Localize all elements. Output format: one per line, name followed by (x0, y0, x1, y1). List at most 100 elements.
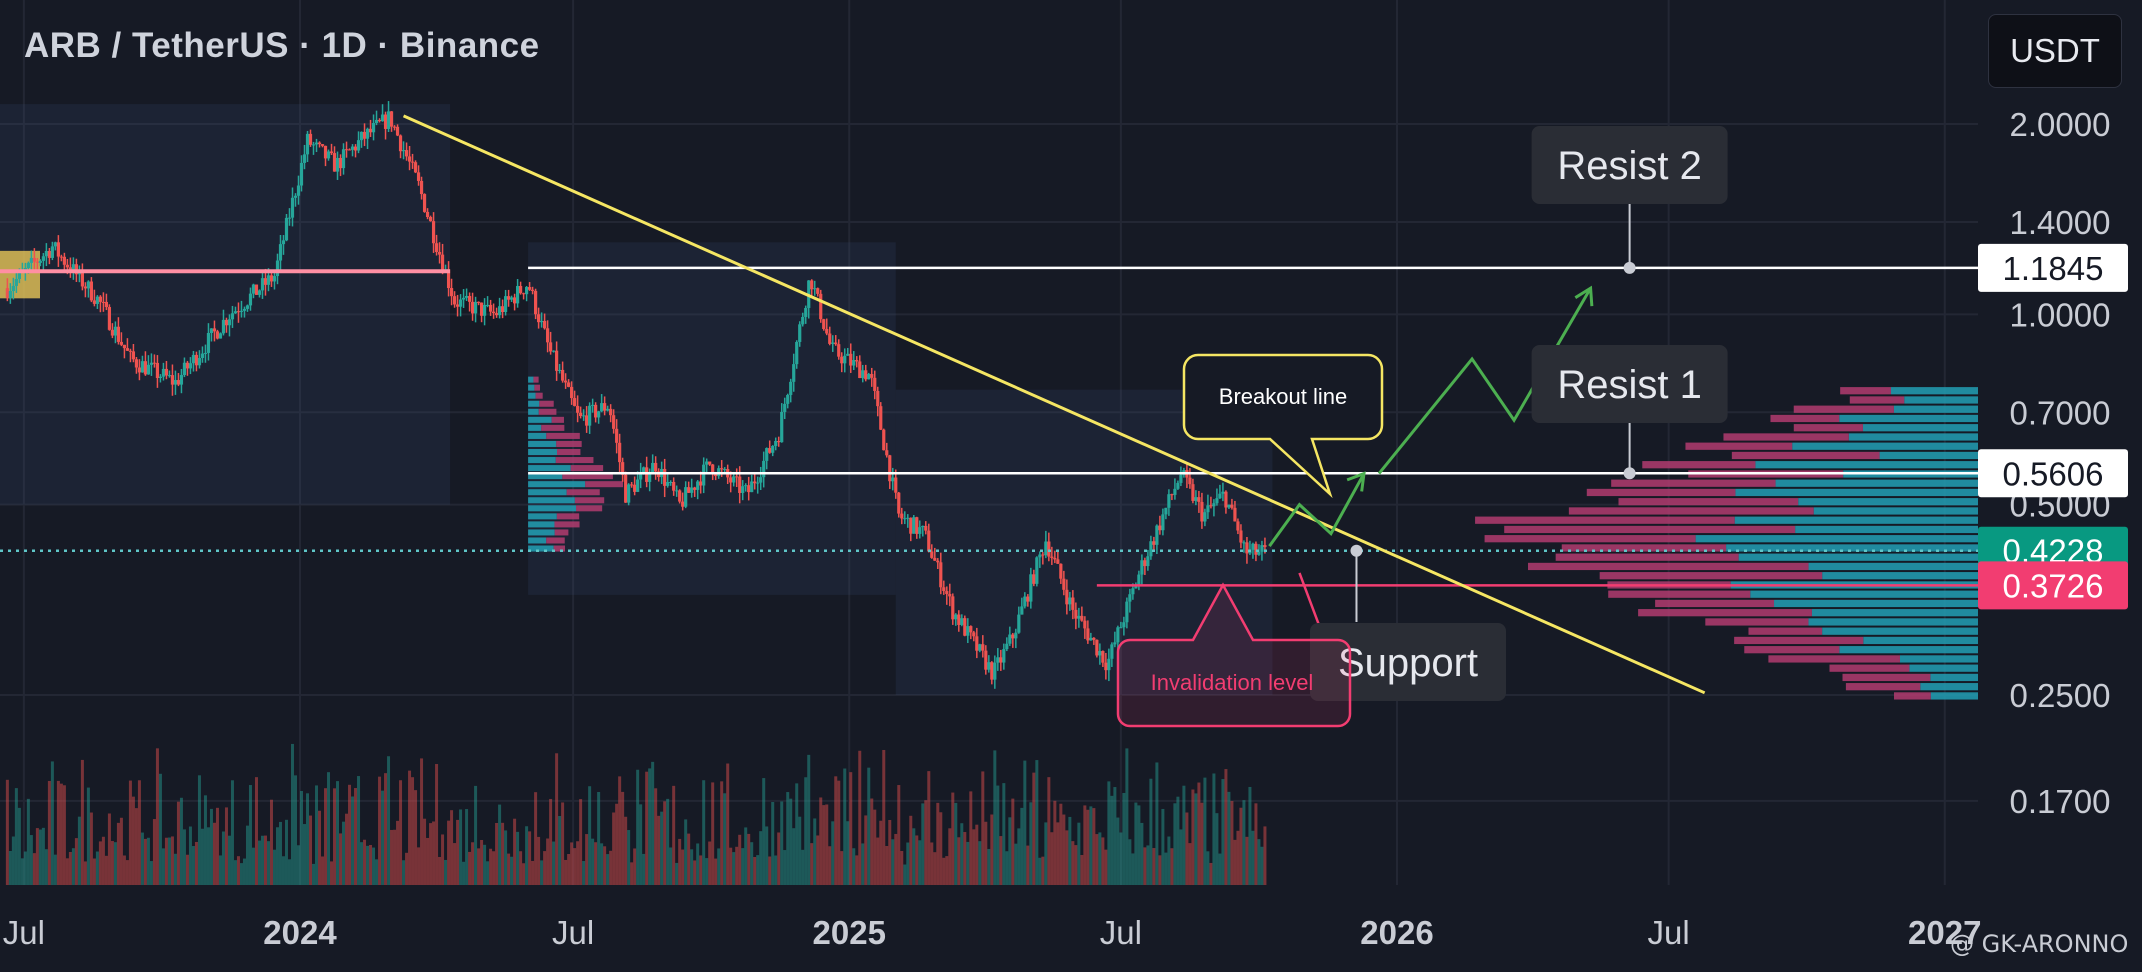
volume-bar (339, 833, 343, 885)
candle-body (951, 596, 955, 620)
volume-bar (600, 843, 604, 885)
y-tick-label: 1.4000 (2010, 204, 2111, 241)
candle-body (5, 288, 9, 298)
candle-body (1119, 627, 1123, 629)
candle-body (1239, 530, 1243, 543)
candle-body (1188, 477, 1192, 485)
volume-bar (59, 783, 63, 885)
volume-bar (759, 831, 763, 885)
annotations[interactable]: Resist 2 Resist 1 Support Breakout line Inva… (1116, 126, 1728, 728)
candle-body (1023, 596, 1027, 607)
volume-bar (1011, 798, 1015, 885)
candle-body (861, 370, 865, 379)
resist-2-tag-label: 1.1845 (2003, 250, 2104, 287)
trendline-group[interactable] (402, 114, 1706, 695)
volume-bar (5, 779, 9, 885)
candle-body (131, 351, 136, 360)
candle-body (639, 472, 643, 480)
candle-body (227, 319, 232, 326)
candle-body (1233, 507, 1237, 522)
candle-body (119, 341, 124, 345)
candle-body (768, 448, 772, 453)
volume-profile-bar (1840, 387, 1891, 395)
range-box (895, 389, 1273, 695)
x-tick-label: 2025 (813, 914, 886, 951)
candle-body (534, 290, 538, 315)
candle-body (996, 657, 1000, 663)
candle-body (1113, 642, 1117, 645)
volume-bar (459, 809, 463, 885)
volume-bar (1110, 795, 1114, 885)
candle-body (395, 126, 400, 136)
volume-profile-bar (1839, 414, 1978, 423)
candle-body (275, 260, 280, 277)
candle-body (828, 333, 832, 344)
candle-body (1062, 578, 1066, 590)
candle-body (467, 296, 472, 302)
volume-bar (672, 785, 676, 885)
volume-bar (242, 858, 246, 885)
candle-body (771, 445, 775, 453)
candle-body (404, 150, 409, 157)
volume-bar (104, 855, 108, 885)
volume-bar (230, 780, 234, 885)
volume-bar (1014, 843, 1018, 885)
candle-body (864, 370, 868, 380)
candle-body (1104, 662, 1108, 671)
candle-body (200, 353, 205, 359)
candle-body (549, 342, 553, 352)
candle-body (681, 501, 685, 507)
candle-body (732, 476, 736, 483)
volume-bar (336, 781, 340, 885)
volume-bar (1023, 760, 1027, 885)
volume-bar (113, 842, 117, 885)
currency-button[interactable]: USDT (1988, 14, 2122, 88)
volume-bar (846, 821, 850, 885)
volume-bar (209, 808, 213, 885)
volume-bar (372, 847, 376, 885)
candle-body (1032, 574, 1036, 584)
volume-bar (71, 848, 75, 885)
candle-body (837, 344, 841, 357)
volume-bar (275, 827, 279, 885)
volume-bar (1251, 830, 1255, 885)
volume-bar (927, 771, 931, 885)
candle-body (311, 144, 316, 146)
volume-bar (552, 841, 556, 885)
candle-body (1095, 639, 1099, 656)
candle-body (365, 128, 370, 139)
volume-bar (1020, 807, 1024, 885)
candle-body (14, 279, 18, 286)
candle-body (1041, 554, 1045, 556)
candle-body (266, 275, 271, 285)
volume-profile-bar (556, 513, 580, 520)
volume-bar (1197, 782, 1201, 885)
volume-bar (1149, 778, 1153, 885)
volume-bar (1242, 800, 1246, 885)
volume-bar (801, 849, 805, 885)
candle-body (341, 149, 346, 169)
volume-bar (369, 844, 373, 885)
candle-body (852, 360, 856, 366)
volume-profile-bar (539, 400, 554, 407)
volume-profile-bar (1848, 433, 1978, 441)
candle-body (1014, 632, 1018, 639)
volume-profile-bar (1829, 664, 1910, 672)
candle-body (978, 644, 982, 651)
candle-body (798, 324, 802, 342)
candle-body (446, 269, 451, 289)
candle-body (927, 530, 931, 552)
candle-body (693, 487, 697, 490)
volume-bar (900, 850, 904, 885)
volume-bar (693, 860, 697, 885)
volume-profile-bar (554, 529, 569, 536)
volume-bar (495, 822, 499, 885)
candle-body (38, 260, 42, 263)
volume-profile-bar (528, 529, 555, 536)
candle-body (281, 240, 286, 245)
volume-bar (906, 842, 910, 885)
volume-bar (1089, 806, 1093, 885)
candle-body (146, 364, 151, 375)
